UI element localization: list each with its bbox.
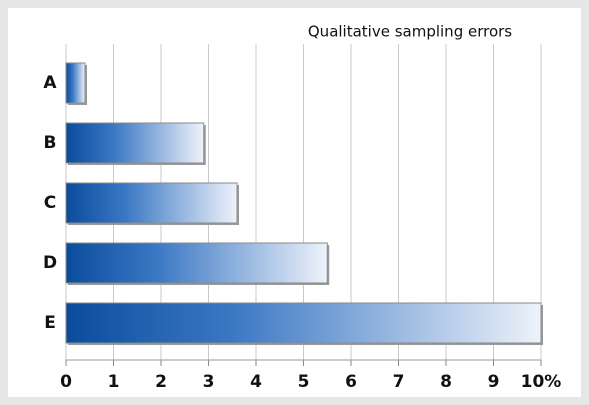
- x-tick-label: 0: [60, 372, 72, 392]
- bar: [66, 123, 204, 163]
- x-tick-label: 5: [298, 372, 310, 392]
- x-tick-label: 9: [488, 372, 500, 392]
- x-tick-label: 10%: [521, 372, 562, 392]
- chart: Qualitative sampling errors 0 1 2 3 4 5 6 7 8 9 10…: [0, 0, 589, 405]
- x-tick-label: 4: [250, 372, 262, 392]
- y-tick-label: C: [44, 193, 56, 213]
- x-tick-label: 6: [345, 372, 357, 392]
- y-tick-label: B: [44, 133, 57, 153]
- bar: [66, 243, 327, 283]
- y-tick-label: D: [43, 253, 57, 273]
- y-tick-label: A: [43, 73, 57, 93]
- x-tick-label: 8: [440, 372, 452, 392]
- chart-title: Qualitative sampling errors: [308, 23, 512, 41]
- bar: [66, 183, 237, 223]
- bar: [66, 303, 541, 343]
- y-tick-label: E: [44, 313, 56, 333]
- bar: [66, 63, 85, 103]
- x-tick-label: 3: [203, 372, 215, 392]
- x-tick-label: 7: [393, 372, 405, 392]
- x-tick-label: 2: [155, 372, 167, 392]
- x-tick-label: 1: [108, 372, 120, 392]
